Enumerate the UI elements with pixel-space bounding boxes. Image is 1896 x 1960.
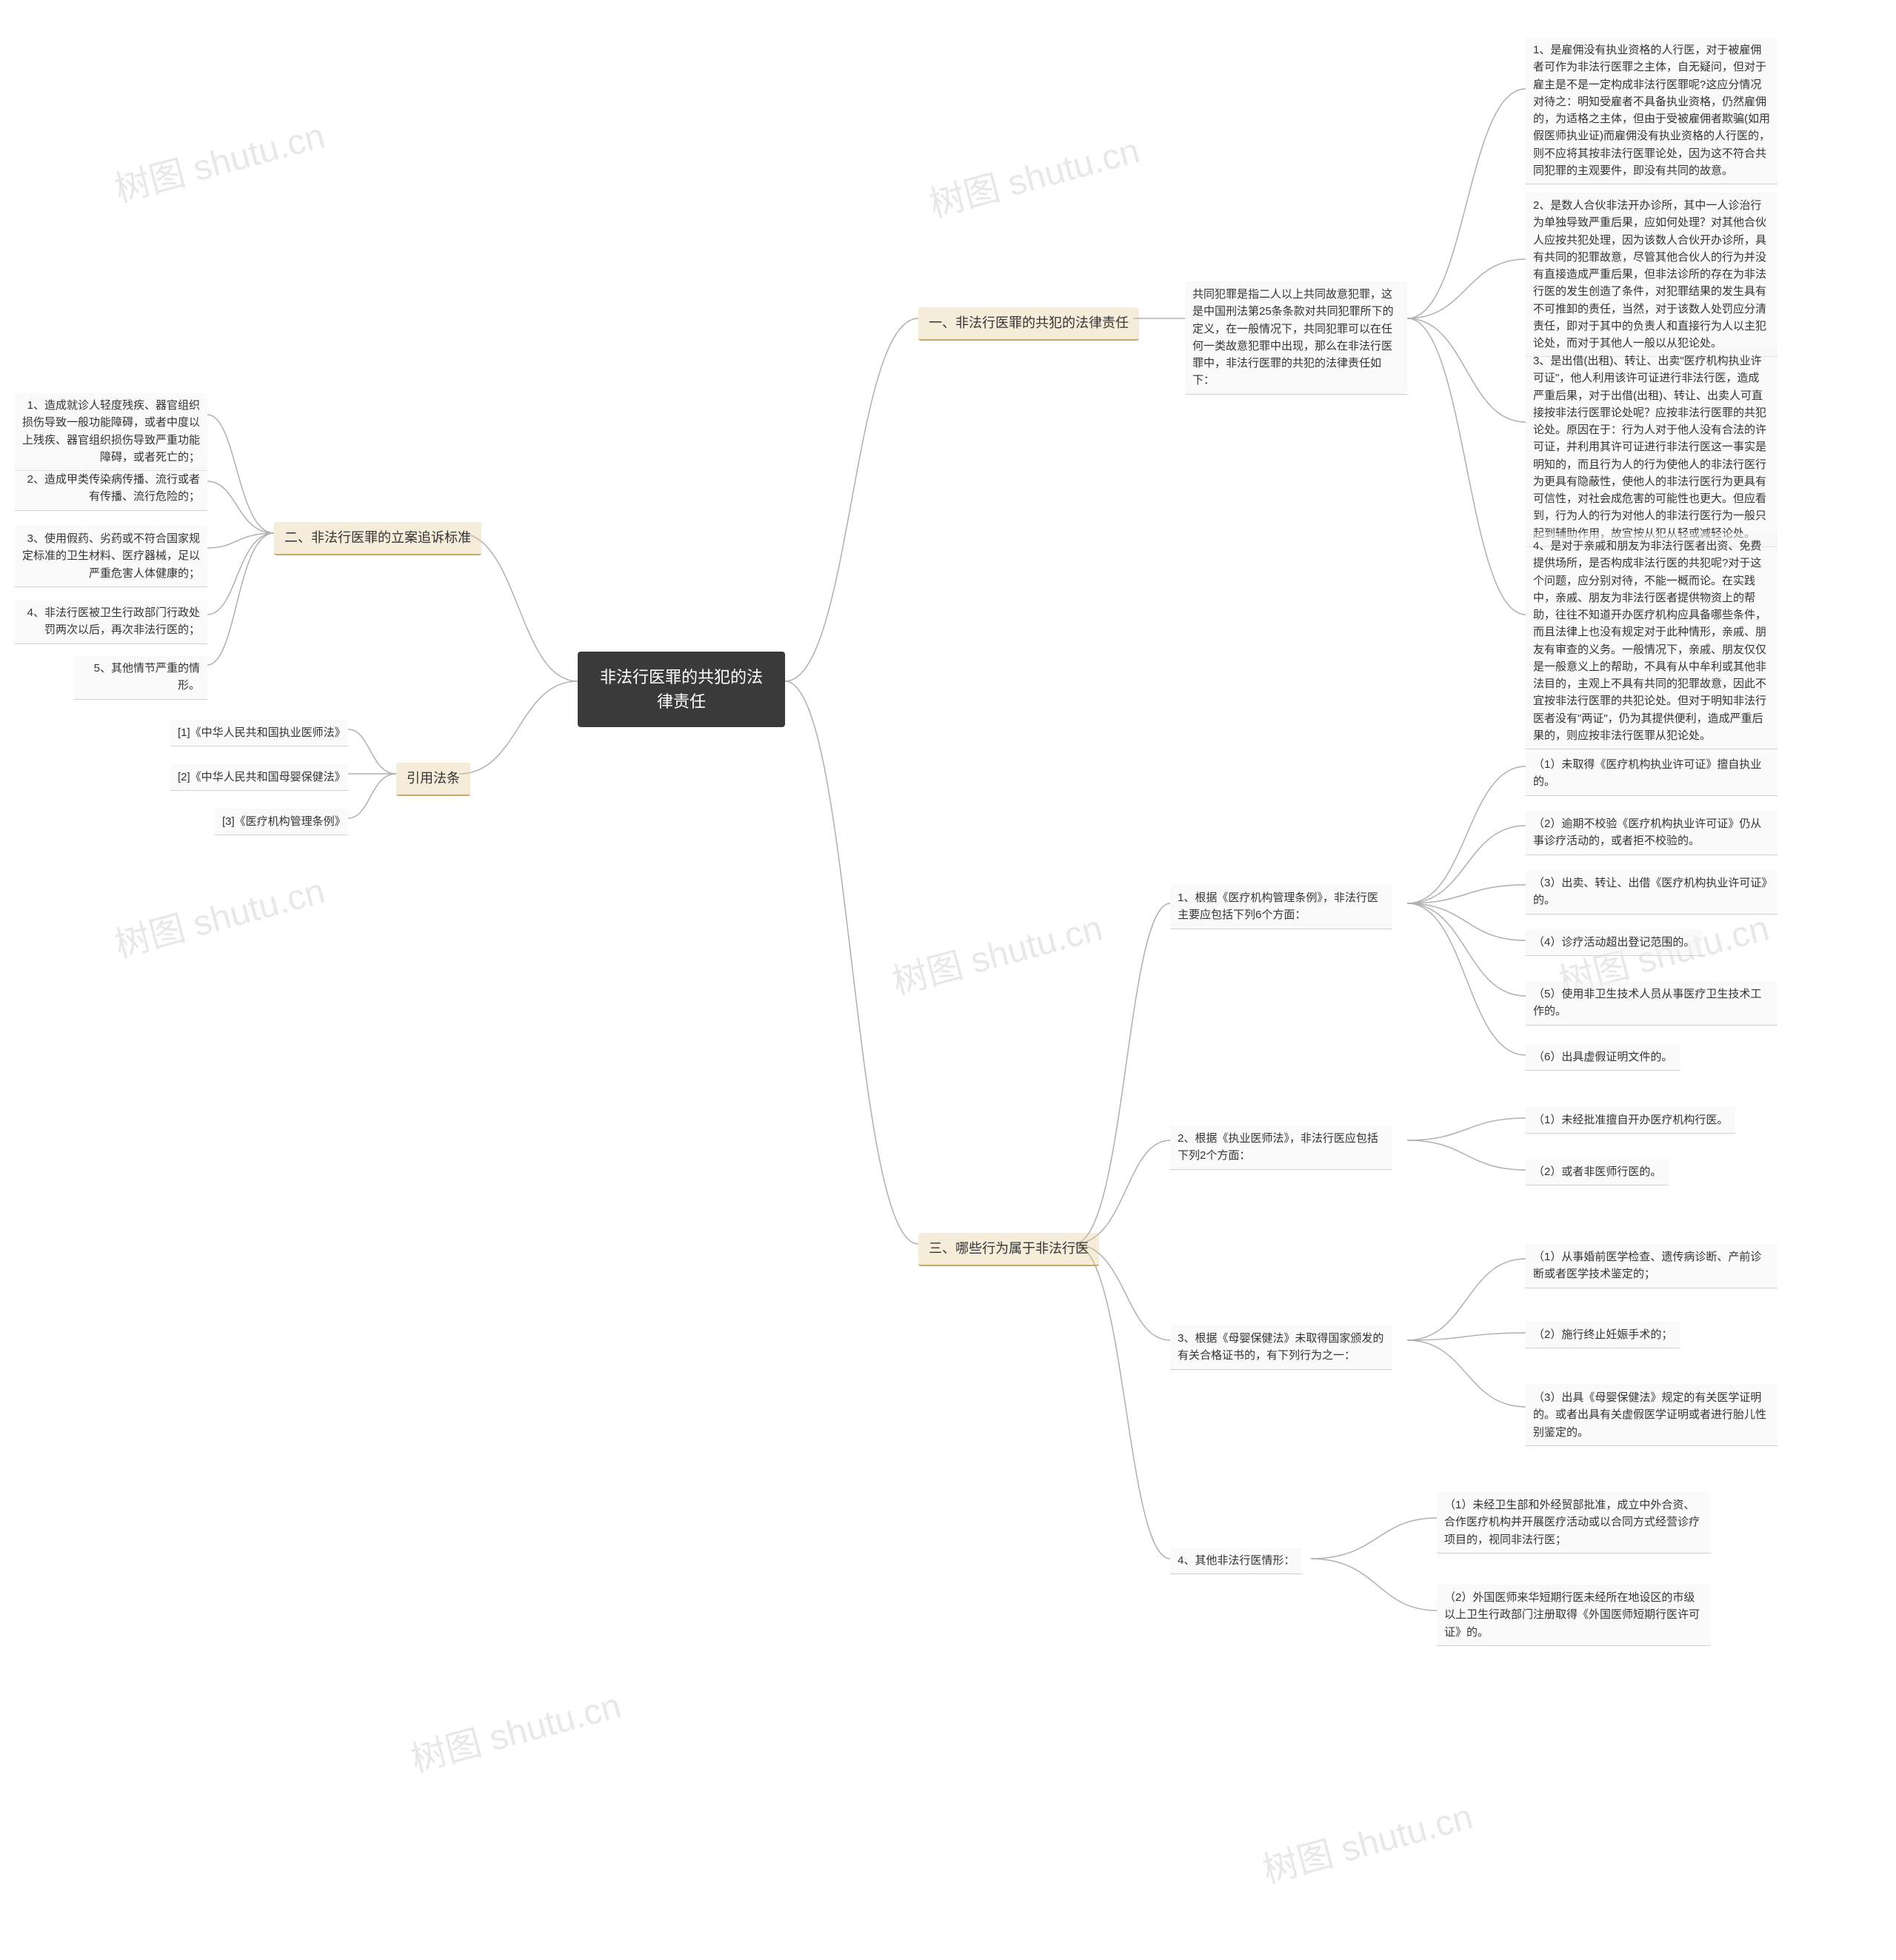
section-3-sub3-title: 3、根据《母婴保健法》未取得国家颁发的有关合格证书的，有下列行为之一： [1170,1325,1392,1370]
section-3-sub1-item-1: （1）未取得《医疗机构执业许可证》擅自执业的。 [1526,752,1778,796]
section-1-item-1: 1、是雇佣没有执业资格的人行医，对于被雇佣者可作为非法行医罪之主体，自无疑问，但… [1526,37,1778,184]
section-1-item-2: 2、是数人合伙非法开办诊所，其中一人诊治行为单独导致严重后果，应如何处理？对其他… [1526,193,1778,357]
section-1-item-4: 4、是对于亲戚和朋友为非法行医者出资、免费提供场所，是否构成非法行医的共犯呢?对… [1526,533,1778,749]
watermark: 树图 shutu.cn [1256,1787,1478,1893]
mindmap-container: 树图 shutu.cn 树图 shutu.cn 树图 shutu.cn 树图 s… [0,0,1896,1960]
section-2-item-2: 2、造成甲类传染病传播、流行或者有传播、流行危险的； [15,466,207,511]
section-3-sub4-title: 4、其他非法行医情形： [1170,1548,1302,1574]
watermark: 树图 shutu.cn [108,107,330,213]
watermark: 树图 shutu.cn [404,1676,626,1782]
section-2-item-3: 3、使用假药、劣药或不符合国家规定标准的卫生材料、医疗器械，足以严重危害人体健康… [15,526,207,587]
section-3-sub3-item-1: （1）从事婚前医学检查、遗传病诊断、产前诊断或者医学技术鉴定的； [1526,1244,1778,1288]
section-2-item-5: 5、其他情节严重的情形。 [74,655,207,700]
section-1-item-3: 3、是出借(出租)、转让、出卖"医疗机构执业许可证"，他人利用该许可证进行非法行… [1526,348,1778,547]
reference-1: [1]《中华人民共和国执业医师法》 [170,720,348,746]
references-title: 引用法条 [396,763,470,796]
reference-3: [3]《医疗机构管理条例》 [215,809,348,835]
section-3-sub2-item-2: （2）或者非医师行医的。 [1526,1159,1669,1185]
section-3-sub1-item-6: （6）出具虚假证明文件的。 [1526,1044,1680,1071]
watermark: 树图 shutu.cn [886,899,1107,1005]
watermark: 树图 shutu.cn [923,121,1144,227]
section-3-sub3-item-3: （3）出具《母婴保健法》规定的有关医学证明的。或者出具有关虚假医学证明或者进行胎… [1526,1385,1778,1446]
section-3-sub1-item-3: （3）出卖、转让、出借《医疗机构执业许可证》的。 [1526,870,1778,914]
section-2-item-1: 1、造成就诊人轻度残疾、器官组织损伤导致一般功能障碍，或者中度以上残疾、器官组织… [15,392,207,471]
section-2-title: 二、非法行医罪的立案追诉标准 [274,522,481,555]
watermark: 树图 shutu.cn [108,862,330,968]
center-node: 非法行医罪的共犯的法律责任 [578,652,785,727]
section-3-sub1-item-2: （2）逾期不校验《医疗机构执业许可证》仍从事诊疗活动的，或者拒不校验的。 [1526,811,1778,855]
section-3-sub3-item-2: （2）施行终止妊娠手术的； [1526,1322,1680,1348]
section-3-sub2-item-1: （1）未经批准擅自开办医疗机构行医。 [1526,1107,1735,1134]
section-2-item-4: 4、非法行医被卫生行政部门行政处罚两次以后，再次非法行医的； [15,600,207,644]
section-3-sub1-title: 1、根据《医疗机构管理条例》，非法行医主要应包括下列6个方面： [1170,885,1392,929]
section-1-intro: 共同犯罪是指二人以上共同故意犯罪，这是中国刑法第25条条款对共同犯罪所下的定义，… [1185,281,1407,395]
section-3-sub4-item-2: （2）外国医师来华短期行医未经所在地设区的市级以上卫生行政部门注册取得《外国医师… [1437,1585,1711,1646]
reference-2: [2]《中华人民共和国母婴保健法》 [170,764,348,791]
section-1-title: 一、非法行医罪的共犯的法律责任 [918,307,1139,341]
section-3-sub1-item-4: （4）诊疗活动超出登记范围的。 [1526,929,1702,956]
section-3-sub4-item-1: （1）未经卫生部和外经贸部批准，成立中外合资、合作医疗机构并开展医疗活动或以合同… [1437,1492,1711,1553]
section-3-title: 三、哪些行为属于非法行医 [918,1233,1099,1266]
section-3-sub2-title: 2、根据《执业医师法》，非法行医应包括下列2个方面： [1170,1126,1392,1170]
section-3-sub1-item-5: （5）使用非卫生技术人员从事医疗卫生技术工作的。 [1526,981,1778,1026]
